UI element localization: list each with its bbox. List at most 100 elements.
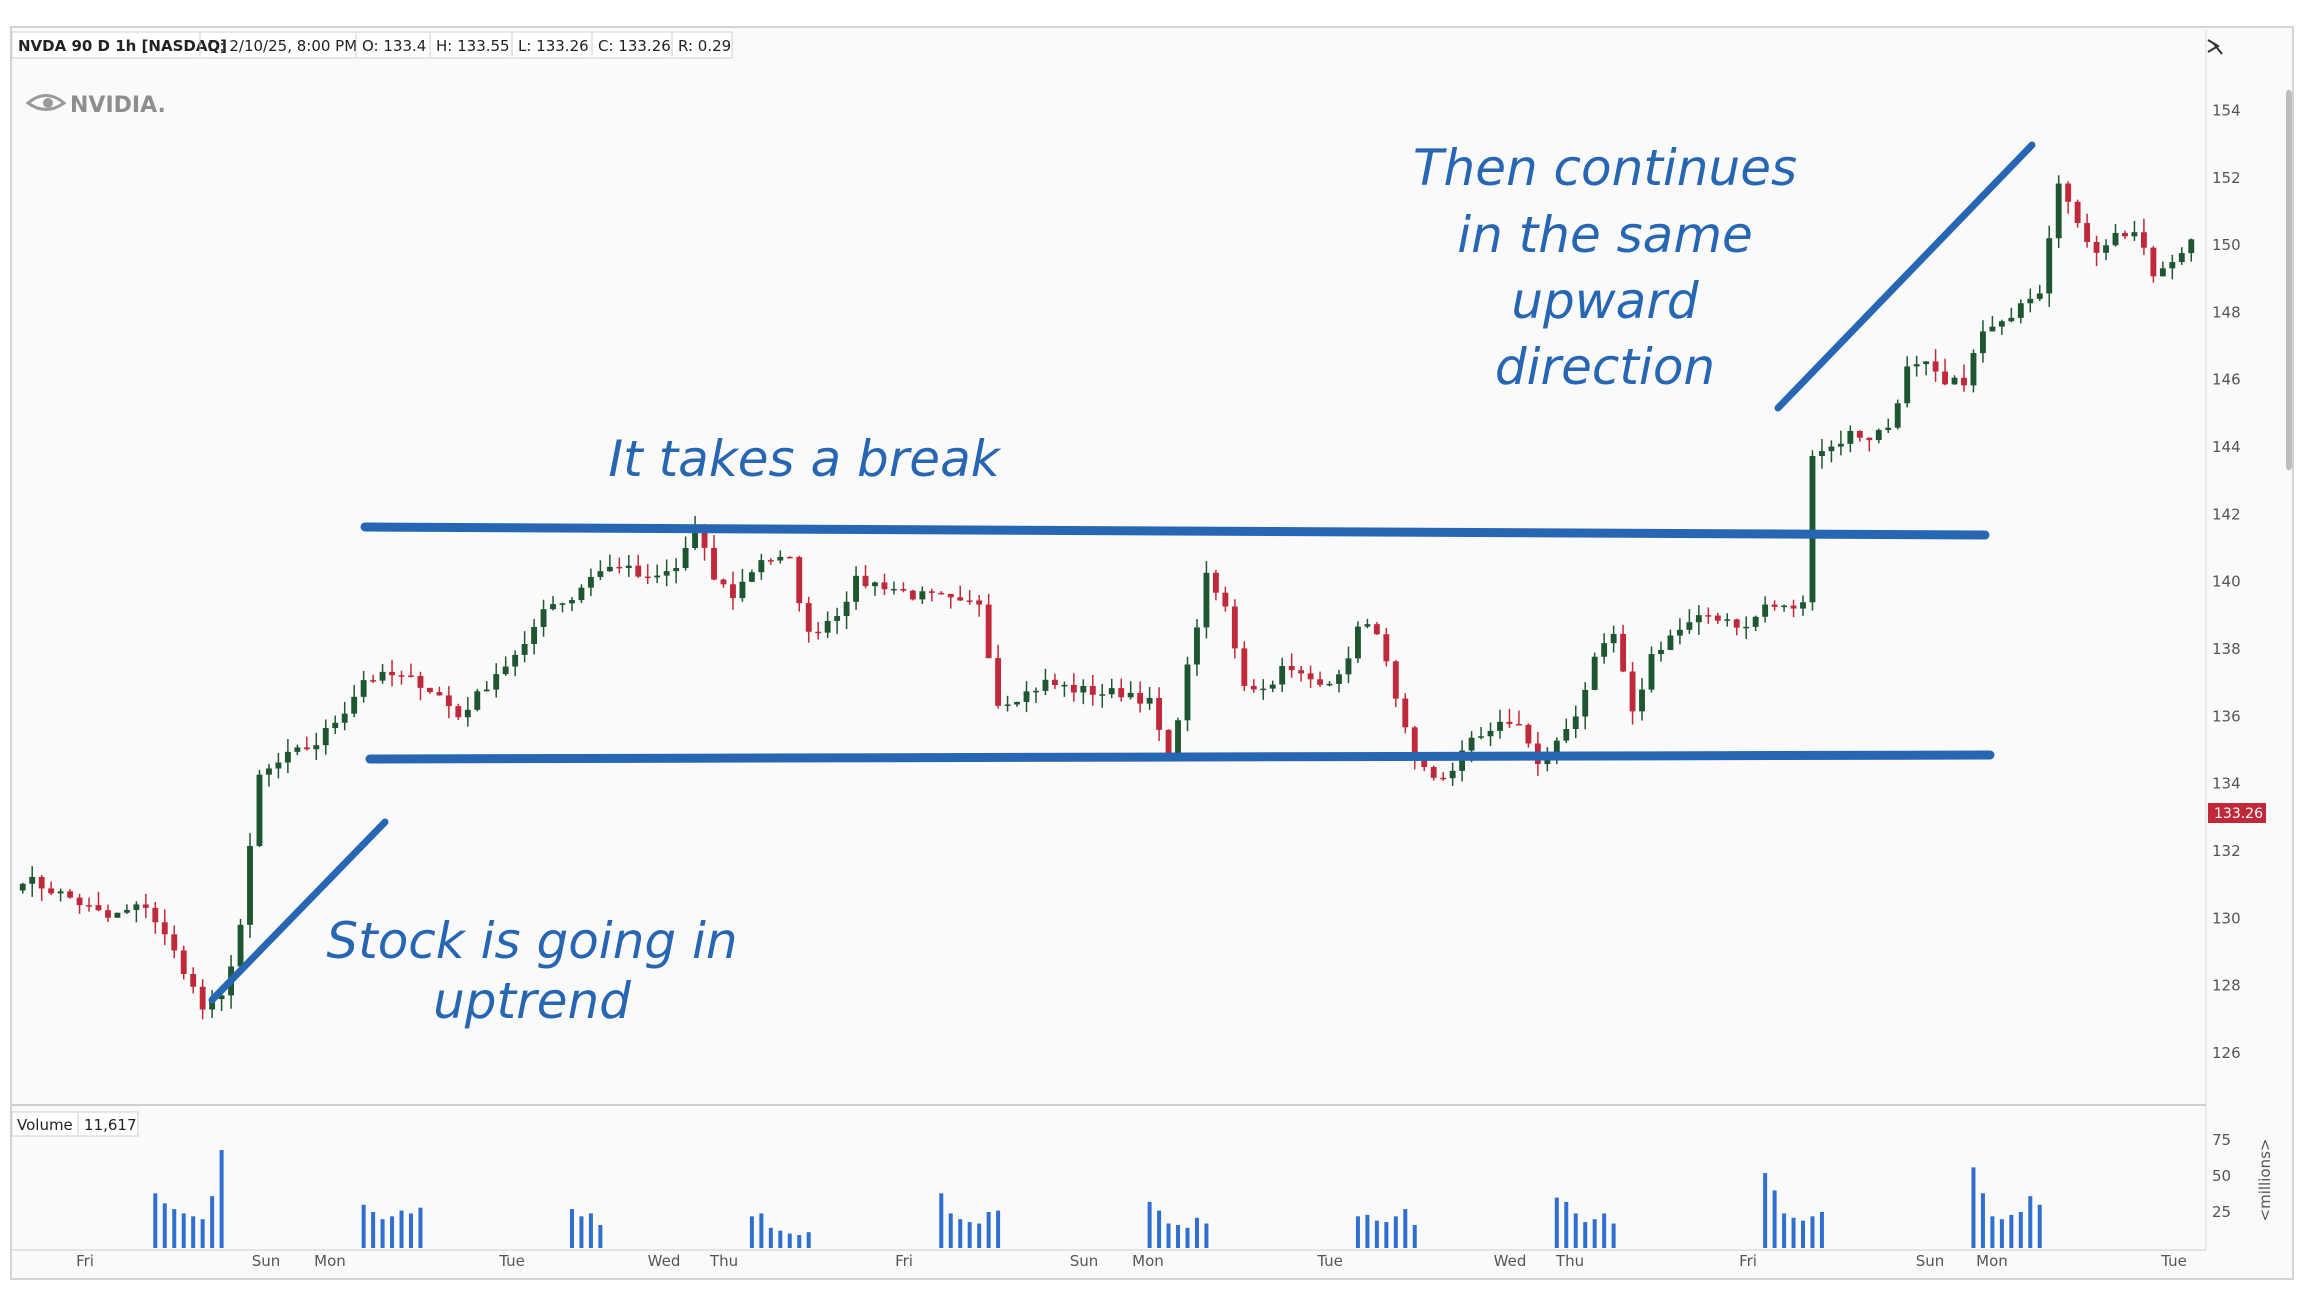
- candle: [1108, 678, 1115, 699]
- volume-bar: [1374, 1220, 1379, 1248]
- candle-body: [1137, 692, 1144, 704]
- candle: [313, 732, 320, 761]
- candle: [1970, 349, 1977, 393]
- candle: [1355, 621, 1361, 664]
- volume-value: 11,617: [84, 1116, 137, 1134]
- candle: [360, 670, 367, 703]
- scrollbar[interactable]: [2286, 90, 2292, 470]
- time-tick-13: Sun: [1916, 1252, 1945, 1270]
- candle: [2140, 218, 2147, 255]
- candle-body: [1411, 727, 1418, 759]
- candle: [1979, 320, 1986, 363]
- candle: [161, 909, 168, 946]
- annotation-break: It takes a break: [608, 430, 1001, 488]
- continuation-line: [1774, 141, 2036, 412]
- candle: [1733, 618, 1740, 636]
- candle-body: [673, 568, 680, 572]
- time-tick-6: Fri: [895, 1252, 913, 1270]
- candle-body: [1042, 679, 1049, 691]
- candle: [900, 582, 907, 593]
- candle: [2036, 284, 2043, 301]
- candle-body: [720, 579, 727, 585]
- candle-body: [957, 597, 964, 601]
- volume-bar: [1971, 1167, 1976, 1248]
- candle: [1004, 695, 1011, 712]
- candle: [370, 674, 377, 684]
- candle-body: [2017, 303, 2024, 318]
- volume-bar: [1147, 1201, 1152, 1248]
- candle-body: [1601, 643, 1608, 657]
- time-tick-14: Mon: [1976, 1252, 2008, 1270]
- volume-bar: [1819, 1212, 1824, 1248]
- candle-body: [663, 571, 670, 576]
- volume-bar: [162, 1203, 167, 1248]
- last-price-text: 133.26: [2214, 806, 2263, 822]
- candle-body: [1194, 627, 1200, 665]
- candle: [483, 681, 490, 692]
- candle-body: [2140, 232, 2147, 248]
- candle-body: [142, 904, 149, 908]
- candle: [426, 687, 433, 694]
- candle: [1061, 681, 1068, 697]
- candle: [1998, 319, 2005, 335]
- candle-body: [398, 675, 405, 677]
- candle: [1345, 646, 1352, 684]
- candle-body: [748, 572, 755, 582]
- candle-body: [123, 909, 130, 913]
- candle-body: [1165, 729, 1172, 756]
- volume-bar: [1980, 1193, 1985, 1248]
- candle-body: [1961, 377, 1967, 386]
- candle-body: [2027, 298, 2034, 304]
- candle: [938, 591, 945, 595]
- candle-body: [1610, 633, 1617, 644]
- candle-body: [370, 680, 377, 682]
- candle: [1089, 674, 1096, 706]
- candle-body: [1468, 737, 1475, 751]
- candle-body: [824, 620, 831, 633]
- candle-body: [531, 626, 538, 644]
- candle-body: [1819, 451, 1825, 457]
- volume-bar: [1583, 1222, 1588, 1248]
- candle: [294, 744, 301, 756]
- candle-body: [1355, 626, 1361, 659]
- candle-body: [1336, 674, 1342, 684]
- volume-unit: <millions>: [2256, 1139, 2274, 1222]
- volume-bar: [210, 1196, 215, 1248]
- candle: [2159, 261, 2166, 277]
- candle-body: [332, 722, 339, 729]
- candle: [720, 578, 727, 588]
- candle: [1487, 722, 1494, 747]
- symbol-label: NVDA 90 D 1h [NASDAQ]: [18, 37, 227, 55]
- annotation-continue-line-2: in the same: [1457, 206, 1753, 264]
- candle-body: [1762, 604, 1769, 617]
- close-label: C: 133.26: [598, 37, 671, 55]
- volume-bars: [153, 1150, 2042, 1248]
- candle-body: [445, 695, 452, 707]
- candle: [38, 874, 45, 901]
- candle-body: [86, 905, 92, 907]
- volume-bar: [1772, 1190, 1777, 1248]
- candle-body: [569, 600, 575, 604]
- price-tick-136: 136: [2212, 707, 2241, 725]
- price-tick-154: 154: [2212, 101, 2241, 119]
- candle: [2169, 254, 2176, 280]
- candle-body: [1951, 377, 1958, 385]
- candle: [2178, 247, 2185, 265]
- price-tick-148: 148: [2212, 303, 2241, 321]
- candle-body: [1222, 592, 1229, 607]
- candle: [1913, 355, 1920, 377]
- candle: [332, 715, 339, 735]
- volume-bar: [2009, 1214, 2014, 1248]
- candle: [919, 586, 926, 605]
- candle-body: [1847, 430, 1854, 444]
- candle: [512, 650, 519, 677]
- chart-settings-icon[interactable]: [2207, 39, 2223, 55]
- candle: [2046, 225, 2053, 307]
- candle-body: [1080, 686, 1087, 693]
- candle-body: [474, 691, 481, 710]
- candle-body: [1648, 654, 1655, 690]
- candle-body: [985, 604, 992, 659]
- candle: [152, 901, 159, 934]
- candle: [1667, 629, 1674, 651]
